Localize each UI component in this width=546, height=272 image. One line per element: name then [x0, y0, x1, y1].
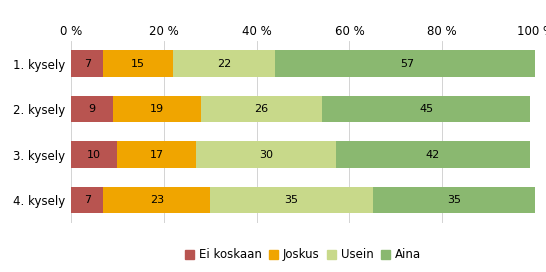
- Text: 35: 35: [447, 195, 461, 205]
- Text: 26: 26: [254, 104, 268, 114]
- Bar: [322, 96, 530, 122]
- Bar: [275, 50, 539, 77]
- Bar: [373, 187, 535, 214]
- Bar: [104, 50, 173, 77]
- Text: 17: 17: [150, 150, 164, 160]
- Text: 23: 23: [150, 195, 164, 205]
- Text: 35: 35: [284, 195, 299, 205]
- Text: 7: 7: [84, 195, 91, 205]
- Text: 45: 45: [419, 104, 433, 114]
- Bar: [335, 141, 530, 168]
- Legend: Ei koskaan, Joskus, Usein, Aina: Ei koskaan, Joskus, Usein, Aina: [180, 243, 426, 266]
- Text: 22: 22: [217, 58, 232, 69]
- Text: 19: 19: [150, 104, 164, 114]
- Bar: [197, 141, 335, 168]
- Bar: [201, 96, 322, 122]
- Text: 10: 10: [87, 150, 101, 160]
- Text: 15: 15: [131, 58, 145, 69]
- Bar: [173, 50, 275, 77]
- Bar: [104, 187, 210, 214]
- Text: 7: 7: [84, 58, 91, 69]
- Bar: [71, 141, 117, 168]
- Bar: [112, 96, 201, 122]
- Text: 9: 9: [88, 104, 96, 114]
- Bar: [71, 96, 112, 122]
- Text: 30: 30: [259, 150, 273, 160]
- Bar: [117, 141, 197, 168]
- Bar: [210, 187, 372, 214]
- Text: 42: 42: [426, 150, 440, 160]
- Bar: [71, 187, 104, 214]
- Bar: [71, 50, 104, 77]
- Text: 57: 57: [400, 58, 414, 69]
